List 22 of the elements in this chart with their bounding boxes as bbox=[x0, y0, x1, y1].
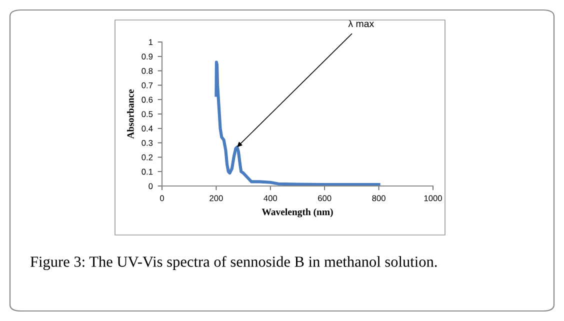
y-tick-label: 0.1 bbox=[142, 168, 153, 175]
y-tick-label: 0 bbox=[148, 183, 153, 190]
caption: Figure 3: The UV-Vis spectra of sennoside B in methanol solution. bbox=[30, 256, 437, 270]
y-tick-label: 1 bbox=[148, 39, 153, 46]
annotation: λ max bbox=[348, 20, 374, 28]
y-tick-label: 0.2 bbox=[142, 154, 153, 160]
x-tick-label: 0 bbox=[160, 195, 164, 202]
y-tick-label: 0.4 bbox=[142, 126, 153, 132]
y-tick-label: 0.6 bbox=[142, 96, 153, 103]
y-tick-label: 0.3 bbox=[142, 140, 153, 146]
x-tick-label: 400 bbox=[264, 195, 278, 202]
y-tick-label: 0.5 bbox=[142, 111, 153, 118]
y-tick-label: 0.9 bbox=[142, 54, 153, 60]
x-tick-label: 600 bbox=[318, 195, 332, 202]
x-tick-label: 200 bbox=[210, 195, 223, 202]
y-axis-title: Absorbance bbox=[127, 89, 134, 139]
line-series bbox=[214, 60, 380, 186]
x-tick-label: 800 bbox=[372, 195, 386, 202]
y-tick-label: 0.8 bbox=[142, 68, 153, 74]
x-tick-label: 1000 bbox=[424, 195, 442, 202]
y-tick-label: 0.7 bbox=[142, 82, 153, 88]
x-axis-title: Wavelength (nm) bbox=[262, 208, 333, 218]
